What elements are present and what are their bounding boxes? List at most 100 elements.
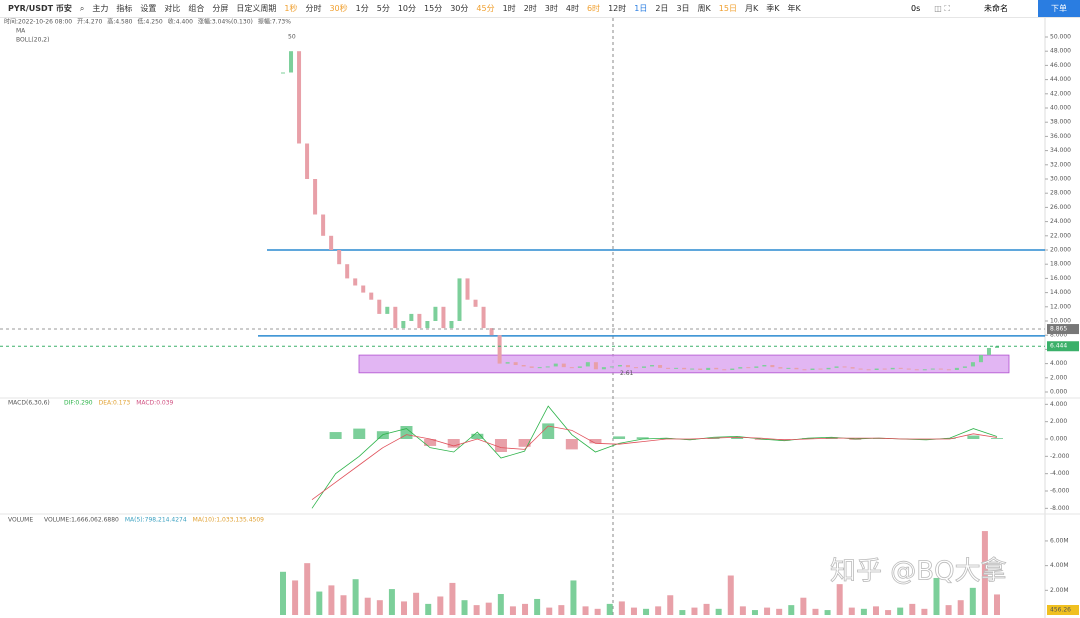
candle (409, 313, 414, 321)
candle (850, 367, 855, 369)
toolbar-item[interactable]: 3日 (676, 4, 690, 13)
low-label: 2.61 (620, 370, 634, 377)
search-icon[interactable]: ⌕ (79, 3, 85, 13)
candle (698, 368, 703, 370)
toolbar-item[interactable]: 2时 (523, 4, 537, 13)
toolbar-item[interactable]: 季K (766, 4, 780, 13)
candle (625, 365, 630, 368)
toolbar-item[interactable]: 月K (744, 4, 759, 13)
candle (385, 306, 390, 314)
y-tick-label: -2.000 (1050, 453, 1070, 460)
volume-bar (582, 606, 589, 615)
candle (569, 367, 574, 369)
y-tick-label: 38.000 (1050, 119, 1071, 126)
toolbar-item[interactable]: 5分 (376, 4, 390, 13)
y-tick-label: 22.000 (1050, 232, 1071, 239)
y-tick-label: 12.000 (1050, 303, 1071, 310)
toolbar-item[interactable]: 指标 (116, 4, 133, 13)
macd-bar (424, 439, 437, 446)
info-item: 开:4.270 (77, 19, 102, 26)
candle (289, 51, 294, 73)
candle (305, 143, 310, 179)
volume-bar (570, 580, 577, 615)
toolbar-item[interactable]: 15日 (718, 4, 737, 13)
y-tick-label: -8.000 (1050, 505, 1070, 512)
y-tick-label: 26.000 (1050, 204, 1071, 211)
toolbar-item[interactable]: 对比 (164, 4, 181, 13)
toolbar-item[interactable]: 1日 (634, 4, 648, 13)
toolbar-item[interactable]: 6时 (586, 4, 601, 13)
order-button[interactable]: 下单 (1038, 0, 1080, 17)
toolbar-item[interactable]: 周K (697, 4, 711, 13)
toolbar-item[interactable]: 1时 (502, 4, 516, 13)
volume-last: 456.26 (1050, 607, 1071, 614)
candle (666, 367, 671, 369)
toolbar-item[interactable]: 1分 (355, 4, 369, 13)
toolbar-item[interactable]: 1秒 (284, 4, 298, 13)
volume-bar (401, 601, 408, 615)
candle (906, 368, 911, 370)
y-tick-label: 4.000 (1050, 360, 1067, 367)
candle (497, 335, 502, 364)
info-item: 时间:2022-10-26 08:00 (4, 18, 72, 26)
toolbar-item[interactable]: 分时 (305, 4, 322, 13)
toolbar-item[interactable]: 主力 (92, 4, 109, 13)
y-tick-label: 4.00M (1050, 562, 1069, 569)
toolbar-item[interactable]: 年K (787, 4, 801, 13)
candle (946, 369, 951, 371)
toolbar-item[interactable]: 30秒 (329, 4, 348, 13)
y-tick-label: 0.000 (1050, 436, 1067, 443)
toolbar-item[interactable]: 分屏 (212, 4, 229, 13)
icons[interactable]: ◫ ⛶ (934, 3, 950, 13)
y-tick-label: 0.000 (1050, 389, 1067, 396)
toolbar-item[interactable]: 2日 (655, 4, 669, 13)
candle (601, 367, 606, 370)
volume-legend: MA(10):1,033,135.4509 (193, 517, 265, 524)
volume-bar (897, 607, 904, 615)
toolbar-item[interactable]: 12时 (608, 4, 627, 13)
volume-bar (376, 600, 383, 615)
toolbar-item[interactable]: 30分 (450, 4, 469, 13)
candle (794, 367, 799, 370)
toolbar-item[interactable]: 3时 (544, 4, 558, 13)
toolbar-item[interactable]: 15分 (424, 4, 443, 13)
volume-bar (981, 531, 988, 615)
toolbar-item[interactable]: 组合 (188, 4, 205, 13)
y-tick-label: 48.000 (1050, 48, 1071, 55)
period-menu[interactable]: 日定义周期 (236, 4, 277, 13)
macd-bar (991, 438, 1003, 439)
toolbar-item[interactable]: 设置 (140, 4, 157, 13)
layout[interactable]: 未命名 (984, 4, 1008, 13)
volume-bar (933, 577, 940, 615)
dif-line (311, 405, 998, 509)
candle (954, 367, 959, 370)
macd-bar (849, 439, 862, 440)
candle (633, 367, 638, 369)
y-tick-label: 18.000 (1050, 261, 1071, 268)
volume-bar (909, 603, 916, 615)
y-tick-label: 46.000 (1050, 62, 1071, 69)
volume-bar (836, 584, 843, 615)
macd-bar (967, 435, 980, 439)
candle (970, 362, 975, 367)
delay[interactable]: 0s (911, 4, 921, 13)
info-item: 高:4.580 (107, 18, 132, 26)
y-tick-label: 2.00M (1050, 587, 1069, 594)
toolbar-item[interactable]: 4时 (565, 4, 579, 13)
candle (986, 347, 991, 356)
volume-bar (691, 607, 698, 615)
volume-bar (618, 601, 625, 615)
toolbar-item[interactable]: 45分 (476, 4, 495, 13)
y-tick-label: 32.000 (1050, 161, 1071, 168)
candle (818, 368, 823, 370)
symbol[interactable]: PYR/USDT 币安 (8, 4, 72, 13)
candle (914, 369, 919, 371)
volume-bar (437, 596, 444, 615)
candle (321, 214, 326, 236)
volume-bar (800, 597, 807, 615)
candle (658, 365, 663, 368)
candle (465, 278, 470, 300)
toolbar-item[interactable]: 10分 (397, 4, 417, 13)
candle (842, 366, 847, 368)
